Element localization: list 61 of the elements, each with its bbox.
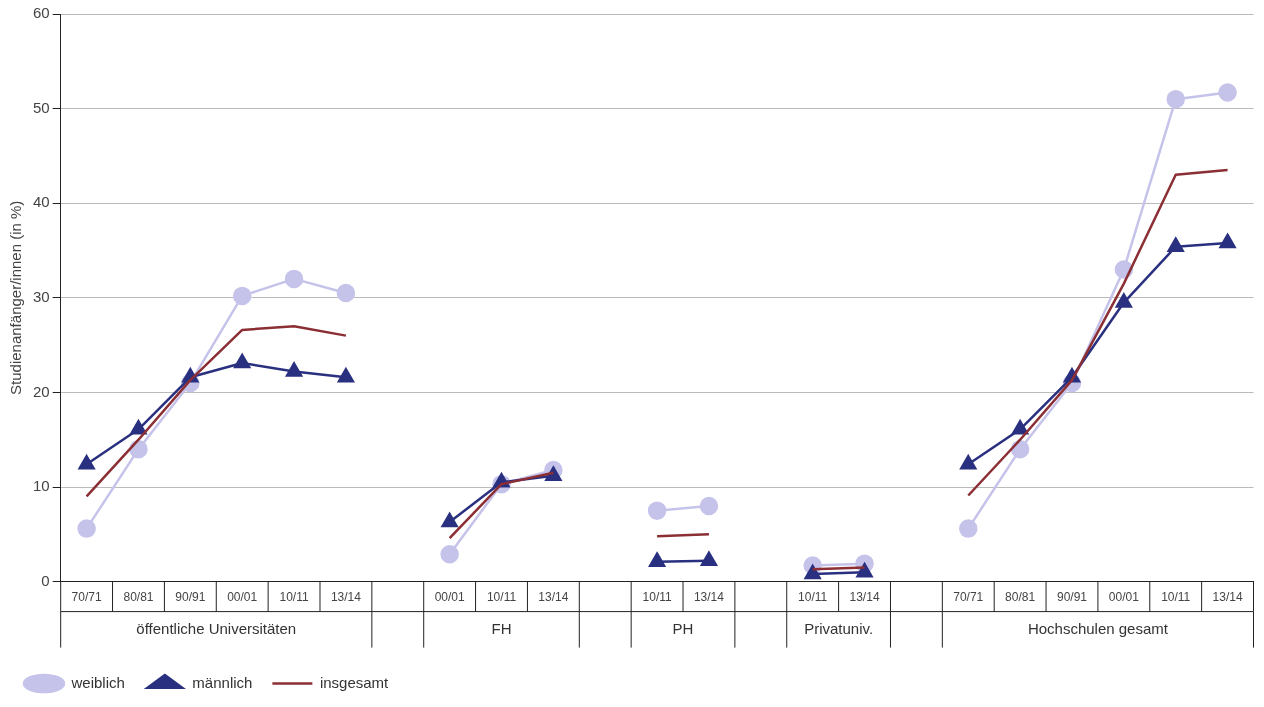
- point: [959, 519, 978, 538]
- x-tick-label: 70/71: [953, 590, 984, 605]
- legend-label: insgesamt: [319, 673, 390, 691]
- point: [1167, 237, 1184, 252]
- x-tick-label: 90/91: [175, 590, 206, 605]
- point: [234, 353, 251, 369]
- point: [960, 455, 977, 470]
- y-tick-label: 10: [33, 477, 50, 495]
- text: FH: [491, 619, 512, 637]
- x-tick-label: 13/14: [1212, 590, 1243, 605]
- point: [77, 519, 96, 538]
- point: [648, 552, 666, 567]
- x-tick-label: 13/14: [538, 590, 569, 605]
- point: [285, 362, 303, 377]
- point: [1166, 89, 1185, 109]
- x-tick-label: 13/14: [693, 590, 725, 605]
- point: [1218, 83, 1237, 102]
- point: [78, 455, 95, 470]
- point: [699, 496, 719, 516]
- y-tick-label: 60: [33, 4, 50, 22]
- point: [1115, 293, 1133, 308]
- x-tick-label: 10/11: [798, 590, 828, 605]
- legend-label: männlich: [192, 673, 253, 691]
- text: PH: [672, 619, 694, 637]
- point: [336, 283, 356, 303]
- y-tick-label: 50: [33, 98, 50, 116]
- x-tick-label: 00/01: [227, 590, 258, 605]
- y-tick-label: 40: [33, 193, 50, 211]
- legend-label: weiblich: [70, 673, 125, 691]
- x-tick-label: 80/81: [1005, 590, 1036, 605]
- point: [284, 269, 304, 289]
- x-tick-label: 13/14: [849, 590, 880, 605]
- y-tick-label: 0: [41, 571, 50, 589]
- x-tick-label: 90/91: [1056, 590, 1088, 605]
- text: öffentliche Universitäten: [136, 619, 297, 637]
- point: [337, 368, 355, 383]
- point: [130, 420, 147, 435]
- point: [647, 501, 667, 520]
- y-tick-label: 30: [33, 287, 50, 305]
- point: [804, 564, 821, 580]
- x-tick-label: 00/01: [434, 590, 465, 605]
- point: [440, 544, 459, 564]
- text: Privatuniv.: [804, 619, 874, 637]
- x-tick-label: 70/71: [71, 590, 102, 605]
- x-tick-label: 10/11: [279, 590, 309, 605]
- point: [700, 551, 718, 567]
- point: [856, 562, 873, 578]
- x-tick-label: 10/11: [642, 590, 672, 605]
- point: [545, 466, 562, 481]
- point: [1219, 233, 1236, 249]
- point: [1011, 420, 1029, 435]
- x-tick-label: 00/01: [1108, 590, 1140, 605]
- text: Hochschulen gesamt: [1027, 619, 1169, 637]
- x-tick-label: 10/11: [1161, 590, 1191, 605]
- x-tick-label: 80/81: [123, 590, 154, 605]
- x-tick-label: 10/11: [486, 590, 517, 605]
- point: [232, 286, 252, 306]
- y-axis-title: Studienanfänger/innen (in %): [7, 200, 25, 395]
- x-tick-label: 13/14: [330, 590, 362, 605]
- y-tick-label: 20: [33, 382, 50, 400]
- point: [441, 512, 458, 528]
